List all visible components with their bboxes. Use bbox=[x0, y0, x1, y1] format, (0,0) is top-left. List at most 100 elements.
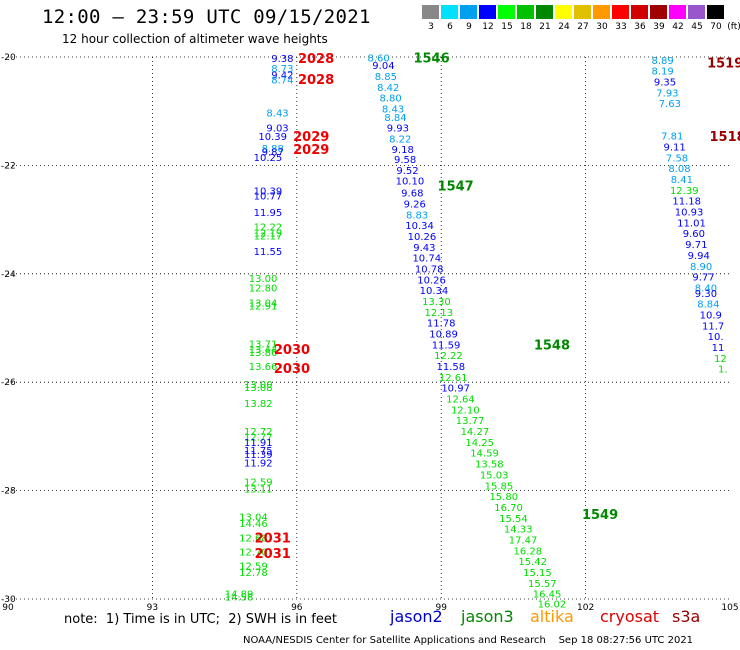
wave-height-value: 12.77 bbox=[244, 432, 273, 443]
wave-height-value: 11.75 bbox=[244, 446, 273, 457]
wave-height-value: 12.19 bbox=[254, 229, 283, 240]
wave-height-value: 10.78 bbox=[415, 264, 444, 275]
wave-height-value: 9.68 bbox=[401, 189, 423, 200]
pass-labels: 2028202820292029203020302031203115461547… bbox=[255, 52, 740, 562]
wave-height-value: 7.93 bbox=[656, 88, 678, 99]
wave-height-value: 11.92 bbox=[244, 459, 273, 470]
wave-height-value: 12.59 bbox=[239, 561, 268, 572]
wave-height-value: 12.13 bbox=[424, 308, 453, 319]
wave-height-value: 11 bbox=[712, 343, 725, 354]
colorbar-swatch bbox=[555, 5, 572, 19]
wave-height-value: 13.30 bbox=[422, 297, 451, 308]
wave-height-value: 13.44 bbox=[249, 345, 278, 356]
pass-number-label: 1547 bbox=[438, 180, 474, 195]
wave-height-value: 10.26 bbox=[417, 275, 446, 286]
wave-height-value: 11.01 bbox=[677, 218, 706, 229]
x-tick-label: 99 bbox=[435, 603, 447, 613]
wave-height-value: 13.04 bbox=[249, 299, 278, 310]
wave-height-value: 9.94 bbox=[688, 251, 710, 262]
colorbar-swatch bbox=[460, 5, 477, 19]
colorbar-swatch bbox=[669, 5, 686, 19]
colorbar-label: 9 bbox=[466, 22, 472, 32]
wave-height-value: 13.77 bbox=[456, 416, 485, 427]
colorbar-swatch bbox=[631, 5, 648, 19]
wave-height-value: 9.58 bbox=[394, 155, 416, 166]
wave-height-value: 8.08 bbox=[668, 164, 690, 175]
wave-height-value: 15.57 bbox=[528, 579, 557, 590]
wave-height-value: 16.70 bbox=[494, 503, 523, 514]
colorbar-swatch bbox=[707, 5, 724, 19]
wave-height-value: 12.59 bbox=[244, 477, 273, 488]
wave-height-value: 10.25 bbox=[254, 153, 283, 164]
colorbar-label: 18 bbox=[520, 22, 532, 32]
wave-height-value: 8.43 bbox=[382, 105, 404, 116]
wave-height-value: 16.45 bbox=[533, 590, 562, 601]
wave-height-value: 13.82 bbox=[244, 399, 273, 410]
wave-height-value: 12.17 bbox=[254, 231, 283, 242]
wave-height-value: 1. bbox=[718, 365, 728, 376]
wave-height-value: 9.71 bbox=[685, 240, 707, 251]
x-tick-label: 96 bbox=[291, 603, 303, 613]
colorbar-label: 30 bbox=[596, 22, 608, 32]
wave-height-value: 14.27 bbox=[461, 427, 490, 438]
wave-height-value: 10.10 bbox=[396, 177, 425, 188]
wave-height-value: 16.28 bbox=[514, 546, 543, 557]
wave-height-value: 9.26 bbox=[404, 199, 426, 210]
wave-height-value: 13.00 bbox=[244, 380, 273, 391]
wave-height-value: 10.74 bbox=[412, 254, 441, 265]
colorbar-label: 45 bbox=[691, 22, 703, 32]
wave-height-value: 13.66 bbox=[249, 362, 278, 373]
colorbar-label: 33 bbox=[615, 22, 627, 32]
wave-height-value: 12.61 bbox=[439, 373, 468, 384]
wave-height-value: 10.39 bbox=[258, 132, 287, 143]
wave-height-value: 8.85 bbox=[375, 72, 397, 83]
wave-height-value: 13.00 bbox=[249, 274, 278, 285]
wave-height-value: 9.38 bbox=[271, 54, 293, 65]
wave-height-value: 9.04 bbox=[372, 61, 394, 72]
wave-height-value: 17.47 bbox=[509, 535, 538, 546]
wave-height-value: 9.11 bbox=[664, 143, 686, 154]
wave-height-value: 8.84 bbox=[384, 113, 406, 124]
colorbar-swatch bbox=[498, 5, 515, 19]
wave-height-value: 8.60 bbox=[367, 54, 389, 65]
wave-height-value: 14.89 bbox=[225, 590, 254, 601]
wave-height-value: 8.74 bbox=[271, 75, 293, 86]
wave-height-value: 14.25 bbox=[465, 438, 494, 449]
colorbar-unit: (ft) bbox=[727, 22, 740, 32]
wave-height-value: 12.68 bbox=[239, 533, 268, 544]
colorbar-label: 21 bbox=[539, 22, 551, 32]
colorbar-swatch bbox=[650, 5, 667, 19]
wave-height-value: 15.15 bbox=[523, 568, 552, 579]
wave-height-value: 8.80 bbox=[380, 94, 402, 105]
wave-height-value: 11.58 bbox=[437, 362, 466, 373]
wave-height-value: 12.80 bbox=[249, 283, 278, 294]
wave-height-value: 10.26 bbox=[408, 232, 437, 243]
colorbar-swatch bbox=[536, 5, 553, 19]
wave-height-value: 13.08 bbox=[244, 383, 273, 394]
y-tick-label: -22 bbox=[1, 161, 16, 171]
wave-height-value: 8.22 bbox=[389, 134, 411, 145]
wave-height-value: 15.03 bbox=[480, 470, 509, 481]
pass-number-label: 2030 bbox=[274, 343, 310, 358]
colorbar-label: 36 bbox=[634, 22, 646, 32]
wave-height-value: 10. bbox=[708, 332, 724, 343]
wave-height-value: 9.18 bbox=[392, 145, 414, 156]
wave-height-value: 8.90 bbox=[690, 262, 712, 273]
y-tick-label: -28 bbox=[1, 487, 16, 497]
wave-height-value: 9.60 bbox=[683, 229, 705, 240]
colorbar-swatch bbox=[517, 5, 534, 19]
wave-height-value: 16.02 bbox=[538, 599, 567, 610]
chart-title: 12:00 – 23:59 UTC 09/15/2021 bbox=[42, 6, 371, 28]
wave-height-value: 12.22 bbox=[254, 223, 283, 234]
wave-height-value: 12.72 bbox=[244, 427, 273, 438]
wave-height-value: 14.58 bbox=[225, 592, 254, 603]
wave-height-value: 10.89 bbox=[429, 330, 458, 341]
wave-height-value: 12.91 bbox=[249, 301, 278, 312]
wave-height-value: 8.41 bbox=[671, 175, 693, 186]
y-tick-label: -30 bbox=[1, 595, 16, 605]
wave-height-value: 8.40 bbox=[695, 283, 717, 294]
pass-number-label: 2028 bbox=[298, 73, 334, 88]
wave-height-value: 9.77 bbox=[692, 273, 714, 284]
wave-height-value: 8.84 bbox=[697, 300, 719, 311]
